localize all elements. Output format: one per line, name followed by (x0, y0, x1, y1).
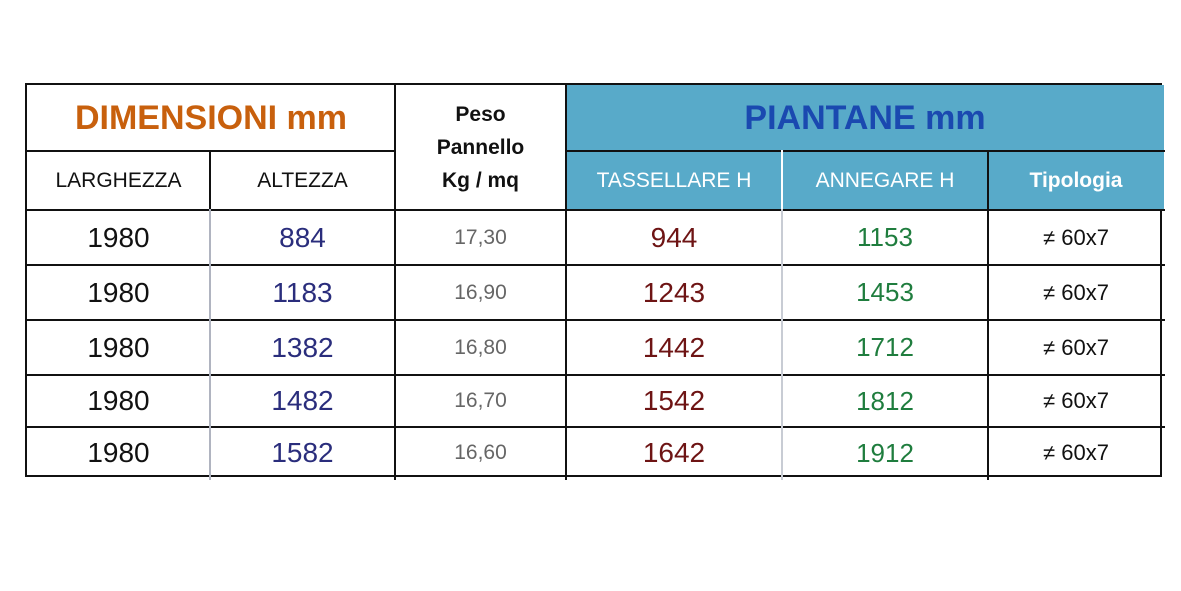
column-header: LARGHEZZA (55, 168, 182, 192)
table-cell: 16,80 (454, 335, 507, 359)
column-header: ANNEGARE H (782, 151, 988, 210)
table-cell: 1442 (642, 331, 706, 363)
table-cell: ≠ 60x7 (1043, 334, 1109, 360)
column-header: ALTEZZA (257, 168, 348, 192)
table-cell: 1912 (856, 437, 914, 468)
rule (565, 150, 1165, 152)
table-cell: ≠ 60x7 (1043, 279, 1109, 305)
header-line: Kg / mq (442, 169, 519, 192)
group-header: PIANTANE mm (566, 85, 1164, 151)
table-cell: 1712 (856, 332, 914, 362)
rule (781, 150, 783, 211)
table-cell: 1542 (642, 385, 706, 416)
table-cell: 1980 (87, 437, 150, 468)
column-header: TASSELLARE H (566, 151, 782, 210)
table: DIMENSIONI mm Peso Pannello Kg / mq PIANTANE… (25, 83, 1165, 480)
table-cell: 1980 (87, 221, 150, 253)
table-cell: 1980 (87, 276, 150, 308)
table-cell: 1812 (856, 385, 914, 416)
table-cell: ≠ 60x7 (1043, 388, 1109, 413)
table-cell: 1980 (87, 331, 150, 363)
rule (394, 84, 396, 480)
rule (987, 150, 989, 480)
rule (26, 319, 1165, 321)
table-cell: 1642 (642, 437, 706, 468)
rule (565, 84, 567, 480)
table-cell: 1582 (271, 437, 334, 468)
group-header: DIMENSIONI mm (74, 98, 348, 137)
table-cell: 1153 (857, 222, 913, 252)
table-cell: 1482 (271, 385, 334, 416)
rule (26, 209, 1165, 211)
rule (26, 150, 396, 152)
table-cell: 16,90 (454, 280, 507, 304)
column-header: Tipologia (988, 151, 1164, 210)
table-cell: 1453 (856, 277, 914, 307)
rule (26, 426, 1165, 428)
table-cell: 16,70 (454, 389, 507, 412)
rule (209, 150, 211, 211)
table-cell: 16,60 (454, 441, 507, 464)
table-cell: 884 (279, 221, 326, 253)
header-line: Pannello (436, 136, 525, 159)
rule (781, 209, 783, 480)
table-cell: 1980 (87, 385, 150, 416)
table-cell: 17,30 (454, 225, 507, 249)
group-header: Peso Pannello Kg / mq (395, 85, 566, 210)
table-cell: ≠ 60x7 (1043, 224, 1109, 250)
table-cell: 1183 (272, 276, 333, 308)
table-cell: 1382 (271, 331, 334, 363)
rule (26, 374, 1165, 376)
rule (209, 209, 211, 480)
header-line: Peso (455, 103, 506, 126)
table-cell: 1243 (642, 276, 706, 308)
table-cell: ≠ 60x7 (1043, 440, 1109, 465)
table-cell: 944 (650, 221, 698, 253)
rule (26, 264, 1165, 266)
